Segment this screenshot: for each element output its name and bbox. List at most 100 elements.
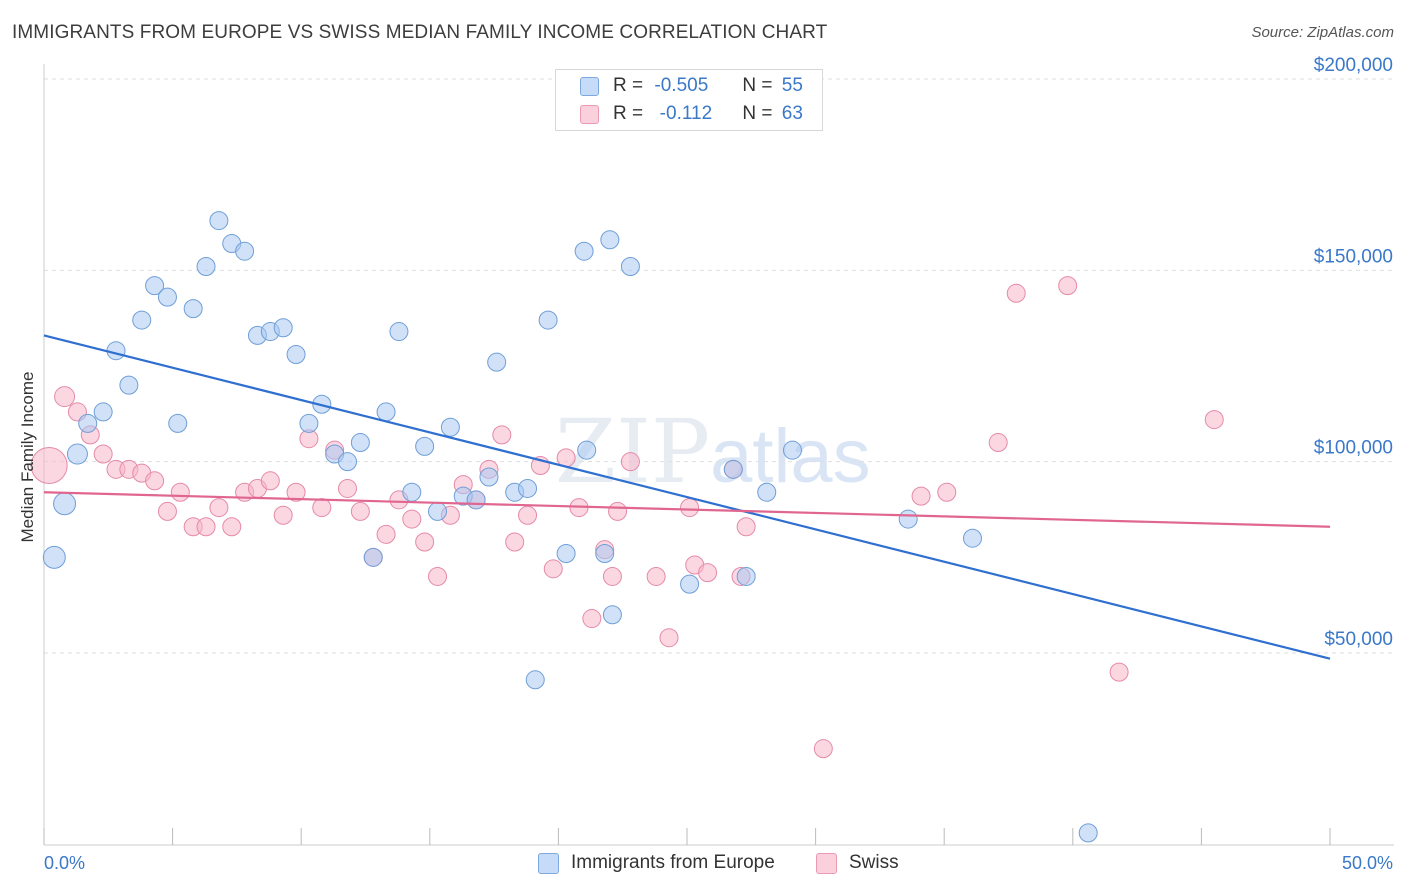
immigrants-point — [337, 452, 357, 472]
series-swatch-immigrants — [538, 852, 559, 874]
swiss-point — [196, 517, 216, 537]
chart-title: IMMIGRANTS FROM EUROPE VS SWISS MEDIAN F… — [12, 22, 828, 43]
swiss-point — [680, 498, 700, 518]
immigrants-point — [350, 433, 370, 453]
immigrants-point — [363, 547, 383, 567]
swiss-point — [646, 566, 666, 586]
immigrants-point — [66, 443, 88, 465]
swiss-point — [736, 517, 756, 537]
immigrants-point — [53, 492, 77, 516]
immigrants-point — [196, 257, 216, 277]
swiss-point — [170, 482, 190, 502]
immigrants-point — [574, 241, 594, 261]
swiss-point — [518, 505, 538, 525]
immigrants-point — [440, 417, 460, 437]
series-legend-swiss[interactable]: Swiss — [816, 852, 899, 874]
immigrants-point — [600, 230, 620, 250]
swiss-point — [1006, 283, 1026, 303]
immigrants-point — [119, 375, 139, 395]
swiss-point — [286, 482, 306, 502]
legend-row-swiss: R = -0.112 N = 63 — [580, 101, 803, 127]
immigrants-point — [286, 345, 306, 365]
immigrants-points — [42, 211, 1098, 843]
immigrants-point — [376, 402, 396, 422]
y-axis-label: Median Family Income — [18, 371, 37, 542]
legend-swatch-immigrants — [580, 76, 599, 96]
swiss-point — [1109, 662, 1129, 682]
immigrants-point — [132, 310, 152, 330]
series-legend-immigrants[interactable]: Immigrants from Europe — [538, 852, 775, 874]
legend-r-label: R = — [613, 75, 644, 96]
immigrants-point — [415, 436, 435, 456]
source-label: Source: ZipAtlas.com — [1251, 24, 1394, 41]
swiss-point — [813, 739, 833, 759]
swiss-point — [145, 471, 165, 491]
immigrants-point — [402, 482, 422, 502]
trend-lines — [43, 334, 1331, 660]
immigrants-point — [235, 241, 255, 261]
immigrants-point — [389, 322, 409, 342]
y-tick-label: $50,000 — [1324, 629, 1393, 650]
y-tick-label: $200,000 — [1314, 55, 1393, 76]
immigrants-point — [680, 574, 700, 594]
swiss-point — [659, 628, 679, 648]
x-tick-label: 0.0% — [44, 853, 85, 873]
swiss-point — [505, 532, 525, 552]
series-label-immigrants: Immigrants from Europe — [571, 852, 775, 873]
y-tick-label: $100,000 — [1314, 438, 1393, 459]
legend-r-label: R = — [613, 103, 644, 124]
swiss-point — [602, 566, 622, 586]
legend-r-value: -0.112 — [654, 103, 713, 124]
correlation-legend: R = -0.505 N = 55 R = -0.112 N = 63 — [555, 69, 823, 131]
immigrants-point — [145, 276, 165, 296]
swiss-point — [937, 482, 957, 502]
immigrants-point — [723, 459, 743, 479]
swiss-point — [222, 517, 242, 537]
immigrants-point — [183, 299, 203, 319]
immigrants-point — [962, 528, 982, 548]
legend-n-label: N = — [742, 75, 773, 96]
swiss-point — [30, 446, 68, 484]
legend-n-value: 63 — [781, 103, 803, 124]
legend-swatch-swiss — [580, 104, 599, 124]
grid-lines — [44, 78, 1394, 654]
series-legend: Immigrants from Europe Swiss — [0, 852, 1406, 878]
swiss-point — [988, 433, 1008, 453]
x-tick-label: 50.0% — [1342, 853, 1393, 873]
swiss-point — [911, 486, 931, 506]
swiss-point — [582, 609, 602, 629]
series-swatch-swiss — [816, 852, 837, 874]
swiss-point — [428, 566, 448, 586]
swiss-point — [492, 425, 512, 445]
swiss-point — [402, 509, 422, 529]
swiss-point — [337, 478, 357, 498]
immigrants-point — [525, 670, 545, 690]
swiss-point — [415, 532, 435, 552]
swiss-point — [350, 501, 370, 521]
immigrants-point — [518, 478, 538, 498]
swiss-point — [376, 524, 396, 544]
tick-labels: $50,000 $100,000 $150,000 $200,000 0.0% 50.0%… — [18, 55, 1393, 873]
series-label-swiss: Swiss — [849, 852, 899, 873]
immigrants-point — [620, 257, 640, 277]
immigrants-point — [93, 402, 113, 422]
axes — [43, 64, 1394, 846]
immigrants-point — [428, 501, 448, 521]
swiss-point — [1058, 276, 1078, 296]
immigrants-point — [78, 413, 98, 433]
swiss-points — [30, 276, 1224, 759]
swiss-point — [620, 452, 640, 472]
swiss-point — [54, 386, 76, 408]
immigrants-point — [466, 490, 486, 510]
legend-n-label: N = — [742, 103, 773, 124]
swiss-point — [209, 498, 229, 518]
swiss-point — [157, 501, 177, 521]
immigrants-point — [106, 341, 126, 361]
swiss-point — [698, 563, 718, 583]
immigrants-point — [538, 310, 558, 330]
immigrants-point — [736, 566, 756, 586]
swiss-point — [608, 501, 628, 521]
immigrants-point — [577, 440, 597, 460]
immigrants-point — [602, 605, 622, 625]
immigrants-point — [42, 545, 66, 569]
